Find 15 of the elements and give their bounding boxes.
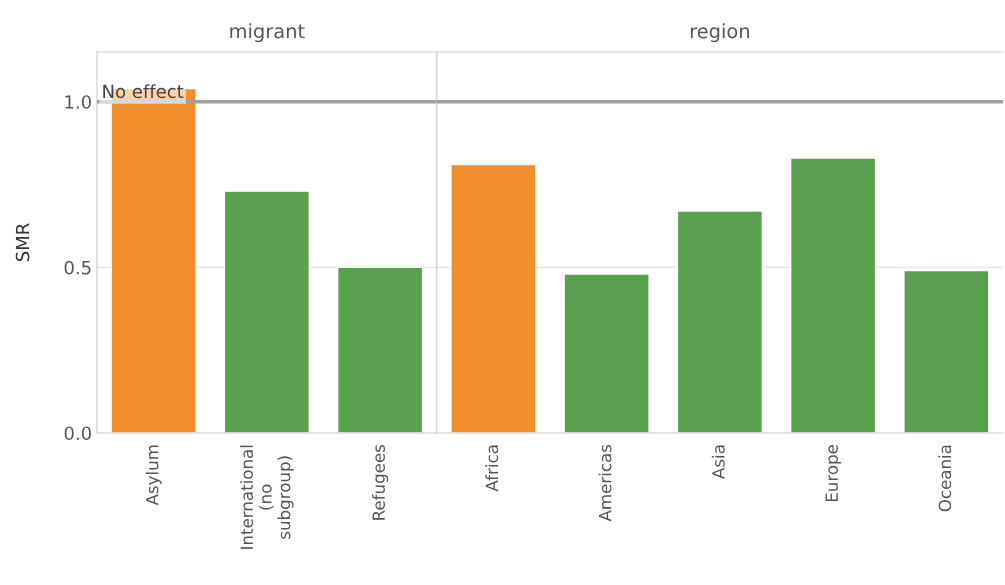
y-axis-title: SMR	[15, 223, 30, 262]
x-tick-label: Europe	[825, 445, 842, 502]
ref-line-label: No effect	[103, 84, 184, 99]
x-tick-label: Africa	[485, 445, 499, 492]
y-tick-label: 0.5	[64, 260, 91, 275]
x-tick-label: Oceania	[938, 445, 952, 512]
y-tick-label: 1.0	[65, 95, 91, 109]
x-tick-label: Asia	[711, 445, 725, 479]
chart-title: migrant	[230, 23, 305, 43]
x-tick-label: Asylum	[145, 445, 162, 506]
chart-title: region	[690, 23, 749, 43]
x-tick-label: International (no subgroup)	[240, 445, 294, 549]
x-tick-label: Americas	[598, 444, 612, 522]
y-tick-label: 0.0	[64, 426, 91, 441]
x-tick-label: Refugees	[372, 444, 389, 520]
